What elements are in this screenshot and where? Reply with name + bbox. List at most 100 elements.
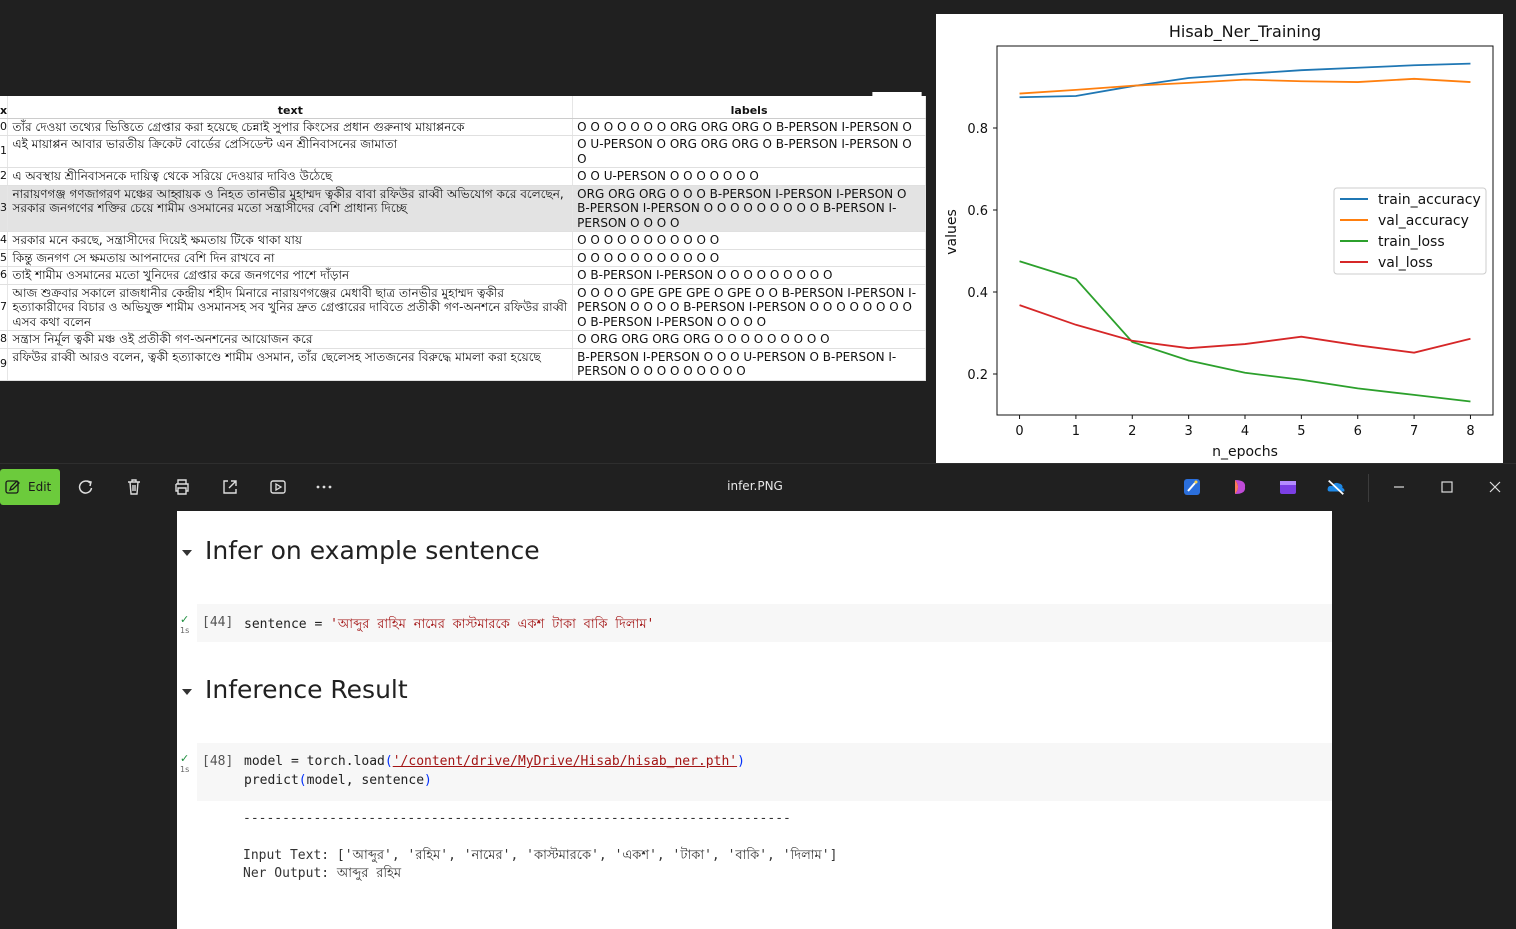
x-tick-label: 4 — [1241, 424, 1249, 439]
code-line-predict: predict(model, sentence) — [244, 773, 432, 788]
table-header-row: x text labels — [0, 96, 926, 119]
rotate-icon[interactable] — [76, 477, 96, 497]
table-row: 8 সন্ত্রাস নির্মূল ত্বকী মঞ্চ ওই প্রতীকী … — [0, 330, 926, 349]
slideshow-icon[interactable] — [268, 477, 288, 497]
text-column-header: text — [7, 96, 574, 119]
output-separator: ----------------------------------------… — [243, 811, 791, 826]
code-cell-44 — [197, 604, 1332, 642]
table-row: 4 সরকার মনে করছে, সন্ত্রাসীদের দিয়েই ক্ষ… — [0, 231, 926, 250]
cell-exec-count: [48] — [202, 754, 234, 769]
section-heading-result: Inference Result — [205, 675, 408, 704]
cell-exec-count: [44] — [202, 615, 234, 630]
x-tick-label: 5 — [1297, 424, 1305, 439]
cell-exec-time: 1s — [180, 626, 190, 635]
row-labels: O O U-PERSON O O O O O O O — [572, 167, 926, 186]
training-chart-panel: Hisab_Ner_Training 0 1 2 3 4 5 6 7 8 0.2 0.4 0.6 0.8… — [936, 14, 1503, 463]
labels-column-header: labels — [572, 96, 926, 119]
y-tick-label: 0.8 — [967, 122, 988, 137]
x-tick-label: 1 — [1072, 424, 1080, 439]
legend-label: train_loss — [1378, 234, 1445, 250]
section-heading-infer: Infer on example sentence — [205, 536, 540, 565]
edit-icon — [5, 480, 20, 494]
index-column-header: x — [0, 96, 9, 119]
video-editor-icon[interactable] — [1278, 477, 1298, 497]
table-row: 9 রফিউর রাব্বী আরও বলেন, ত্বকী হত্যাকাণ্ড… — [0, 348, 926, 381]
delete-icon[interactable] — [124, 477, 144, 497]
chart-title: Hisab_Ner_Training — [1169, 22, 1321, 42]
row-labels: O B-PERSON I-PERSON O O O O O O O O O — [572, 266, 926, 285]
row-text: সরকার মনে করছে, সন্ত্রাসীদের দিয়েই ক্ষম… — [7, 231, 574, 250]
table-row: 6 তাই শামীম ওসমানের মতো খুনিদের গ্রেপ্তার… — [0, 266, 926, 285]
minimize-icon[interactable] — [1389, 477, 1409, 497]
y-tick-label: 0.4 — [967, 286, 988, 301]
cell-success-check-icon: ✓ — [180, 752, 190, 765]
row-text: কিন্তু জনগণ সে ক্ষমতায় আপনাদের বেশি দিন… — [7, 249, 574, 267]
x-axis-label: n_epochs — [1212, 444, 1278, 460]
collapse-caret-icon[interactable] — [182, 550, 192, 556]
row-labels: ORG ORG ORG O O O B-PERSON I-PERSON I-PE… — [572, 185, 926, 232]
row-text: তাই শামীম ওসমানের মতো খুনিদের গ্রেপ্তার … — [7, 266, 574, 285]
designer-icon[interactable] — [1182, 477, 1202, 497]
edit-label: Edit — [28, 480, 52, 494]
clipchamp-icon[interactable] — [1230, 477, 1250, 497]
row-text: সন্ত্রাস নির্মূল ত্বকী মঞ্চ ওই প্রতীকী গ… — [7, 330, 574, 349]
cell-exec-time: 1s — [180, 765, 190, 774]
series-line-train_loss — [1019, 260, 1471, 403]
y-tick-label: 0.2 — [967, 368, 988, 383]
table-row: 3 নারায়ণগঞ্জ গণজাগরণ মঞ্চের আহ্বায়ক ও ন… — [0, 185, 926, 232]
share-icon[interactable] — [220, 477, 240, 497]
x-tick-label: 2 — [1128, 424, 1136, 439]
code-line-sentence: sentence = 'আব্দুর রাহিম নামের কাস্টমারক… — [244, 617, 655, 632]
row-labels: O ORG ORG ORG ORG O O O O O O O O O — [572, 330, 926, 349]
row-text: আজ শুক্রবার সকালে রাজধানীর কেন্দ্রীয় শহ… — [7, 284, 574, 331]
notebook-image: Infer on example sentence ✓ 1s [44] sent… — [177, 511, 1332, 929]
y-tick-label: 0.6 — [967, 204, 988, 219]
row-labels: B-PERSON I-PERSON O O O U-PERSON O B-PER… — [572, 348, 926, 381]
row-index: 9 — [0, 348, 9, 381]
code-cell-48 — [197, 743, 1332, 801]
output-input-text: Input Text: ['আব্দুর', 'রহিম', 'নামের', … — [243, 848, 838, 863]
print-icon[interactable] — [172, 477, 192, 497]
training-chart: Hisab_Ner_Training 0 1 2 3 4 5 6 7 8 0.2 0.4 0.6 0.8… — [944, 22, 1494, 460]
maximize-icon[interactable] — [1437, 477, 1457, 497]
row-text: এ অবস্থায় শ্রীনিবাসনকে দায়িত্ব থেকে সর… — [7, 167, 574, 186]
row-index: 7 — [0, 284, 9, 331]
cell-success-check-icon: ✓ — [180, 613, 190, 626]
series-line-val_loss — [1019, 304, 1471, 354]
row-index: 2 — [0, 167, 9, 186]
row-labels: O O O O O O O ORG ORG ORG O B-PERSON I-P… — [572, 118, 926, 136]
x-tick-label: 6 — [1354, 424, 1362, 439]
edit-button[interactable]: Edit — [0, 469, 60, 505]
y-axis-label: values — [944, 209, 960, 255]
onedrive-icon[interactable] — [1326, 477, 1346, 497]
close-icon[interactable] — [1485, 477, 1505, 497]
table-row: 5 কিন্তু জনগণ সে ক্ষমতায় আপনাদের বেশি দি… — [0, 249, 926, 267]
toolbar-separator — [1368, 474, 1369, 502]
row-text: নারায়ণগঞ্জ গণজাগরণ মঞ্চের আহ্বায়ক ও নি… — [7, 185, 574, 232]
x-tick-label: 3 — [1184, 424, 1192, 439]
x-tick-label: 8 — [1466, 424, 1474, 439]
row-index: 8 — [0, 330, 9, 349]
table-row: 0 তাঁর দেওয়া তথ্যের ভিত্তিতে গ্রেপ্তার ক… — [0, 118, 926, 136]
row-labels: O O O O GPE GPE GPE O GPE O O B-PERSON I… — [572, 284, 926, 331]
more-icon[interactable] — [314, 477, 334, 497]
x-tick-label: 7 — [1410, 424, 1418, 439]
legend-label: val_accuracy — [1378, 213, 1469, 229]
row-index: 1 — [0, 135, 9, 168]
table-row: 7 আজ শুক্রবার সকালে রাজধানীর কেন্দ্রীয় শ… — [0, 284, 926, 331]
row-text: এই মায়াপ্পন আবার ভারতীয় ক্রিকেট বোর্ডে… — [7, 135, 574, 168]
viewer-toolbar — [0, 463, 1516, 511]
row-labels: O U-PERSON O ORG ORG ORG O B-PERSON I-PE… — [572, 135, 926, 168]
row-index: 3 — [0, 185, 9, 232]
row-index: 6 — [0, 266, 9, 285]
row-text: তাঁর দেওয়া তথ্যের ভিত্তিতে গ্রেপ্তার কর… — [7, 118, 574, 136]
series-line-val_accuracy — [1019, 77, 1471, 95]
collapse-caret-icon[interactable] — [182, 689, 192, 695]
dataframe-table: x text labels 0 তাঁর দেওয়া তথ্যের ভিত্তি… — [0, 96, 926, 381]
output-ner-result: Ner Output: আব্দুর রহিম — [243, 866, 402, 881]
row-labels: O O O O O O O O O O O — [572, 249, 926, 267]
row-index: 5 — [0, 249, 9, 267]
pane-divider — [926, 0, 936, 463]
legend-label: val_loss — [1378, 255, 1433, 271]
